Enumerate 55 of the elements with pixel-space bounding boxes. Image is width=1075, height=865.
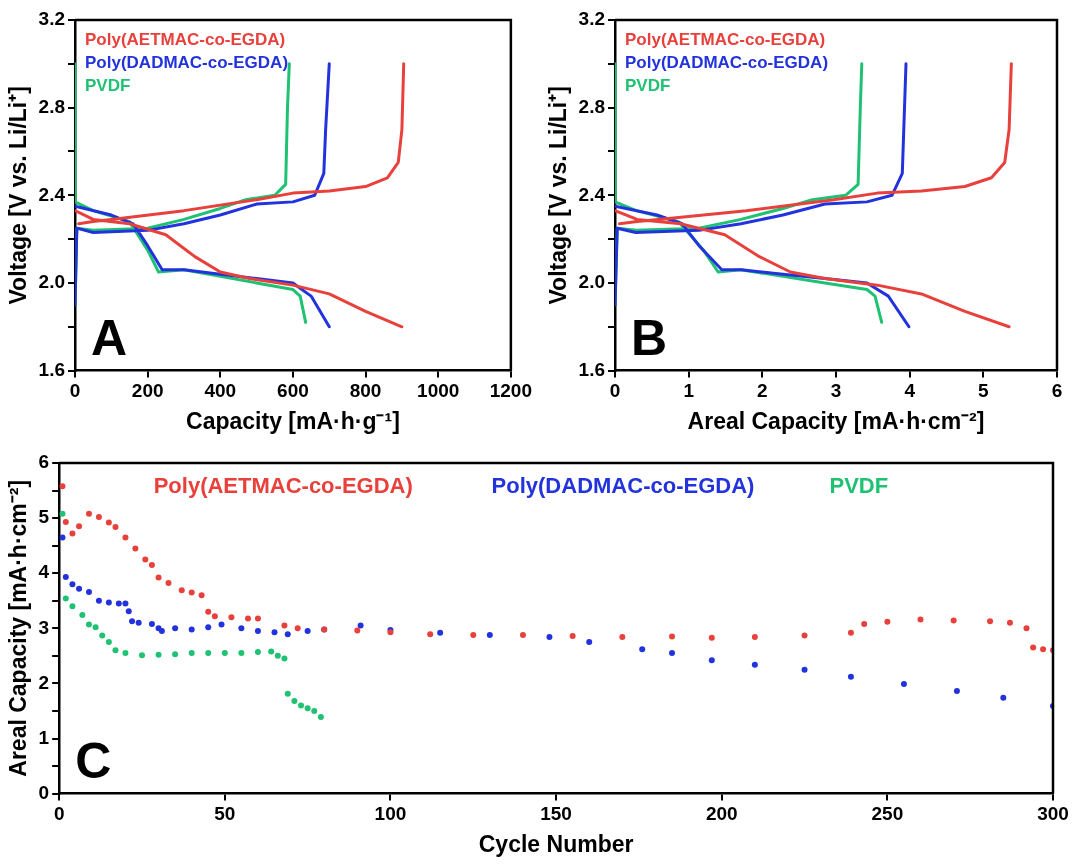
y-tick-label: 1.6 — [578, 358, 606, 380]
y-tick-label: 2.0 — [578, 271, 606, 293]
x-axis-title: Areal Capacity [mA·h·cm⁻²] — [687, 407, 985, 434]
x-tick-label: 600 — [277, 380, 309, 402]
y-tick-label: 3.2 — [578, 8, 606, 30]
y-tick-label: 4 — [38, 561, 50, 583]
annotation: C — [75, 733, 112, 790]
y-tick-label: 1.6 — [38, 358, 66, 380]
y-tick-label: 0 — [38, 781, 50, 803]
y-tick-label: 5 — [38, 506, 50, 528]
x-tick-label: 6 — [1051, 380, 1063, 402]
x-tick-label: 200 — [131, 380, 164, 402]
y-axis-title: Voltage [V vs. Li/Li⁺] — [545, 86, 572, 305]
x-tick-label: 150 — [540, 803, 572, 825]
annotation: B — [631, 310, 668, 367]
text: Poly(AETMAC-co-EGDA) — [85, 29, 286, 49]
x-tick-label: 1000 — [417, 380, 460, 402]
y-tick-label: 3 — [38, 616, 50, 638]
text: PVDF — [829, 473, 889, 499]
y-tick-label: 6 — [38, 451, 50, 473]
x-tick-label: 200 — [705, 803, 738, 825]
y-tick-label: 1 — [38, 726, 50, 748]
x-tick-label: 400 — [204, 380, 237, 402]
y-tick-label: 2.0 — [38, 271, 66, 293]
y-tick-label: 2.8 — [578, 95, 606, 117]
text: Poly(DADMAC-co-EGDA) — [491, 473, 755, 499]
x-tick-label: 2 — [757, 380, 768, 402]
y-axis-title: Areal Capacity [mA·h·cm⁻²] — [5, 479, 32, 777]
y-axis-title: Voltage [V vs. Li/Li⁺] — [5, 86, 32, 305]
y-tick-label: 2.4 — [38, 183, 66, 205]
series-label: PVDF — [625, 75, 671, 95]
x-tick-label: 3 — [830, 380, 842, 402]
text: Poly(DADMAC-co-EGDA) — [625, 52, 829, 72]
x-tick-label: 300 — [1037, 803, 1069, 825]
y-tick-label: 2 — [38, 671, 50, 693]
x-tick-label: 0 — [609, 380, 621, 402]
x-axis-title: Cycle Number — [478, 830, 634, 857]
y-tick-label: 3.2 — [38, 8, 66, 30]
text: Poly(AETMAC-co-EGDA) — [153, 473, 413, 499]
annotation: A — [91, 310, 128, 367]
x-tick-label: 1200 — [489, 380, 533, 402]
x-tick-label: 4 — [904, 380, 916, 402]
text: Poly(DADMAC-co-EGDA) — [85, 52, 289, 72]
x-tick-label: 800 — [349, 380, 382, 402]
y-tick-label: 2.4 — [578, 183, 606, 205]
x-tick-label: 50 — [214, 803, 236, 825]
x-tick-label: 100 — [374, 803, 407, 825]
y-tick-label: 2.8 — [38, 95, 66, 117]
x-tick-label: 250 — [871, 803, 904, 825]
x-tick-label: 5 — [978, 380, 990, 402]
x-tick-label: 0 — [69, 380, 81, 402]
x-axis-title: Capacity [mA·h·g⁻¹] — [186, 407, 400, 434]
x-tick-label: 1 — [683, 380, 695, 402]
text: Poly(AETMAC-co-EGDA) — [625, 29, 826, 49]
series-label: PVDF — [85, 75, 131, 95]
